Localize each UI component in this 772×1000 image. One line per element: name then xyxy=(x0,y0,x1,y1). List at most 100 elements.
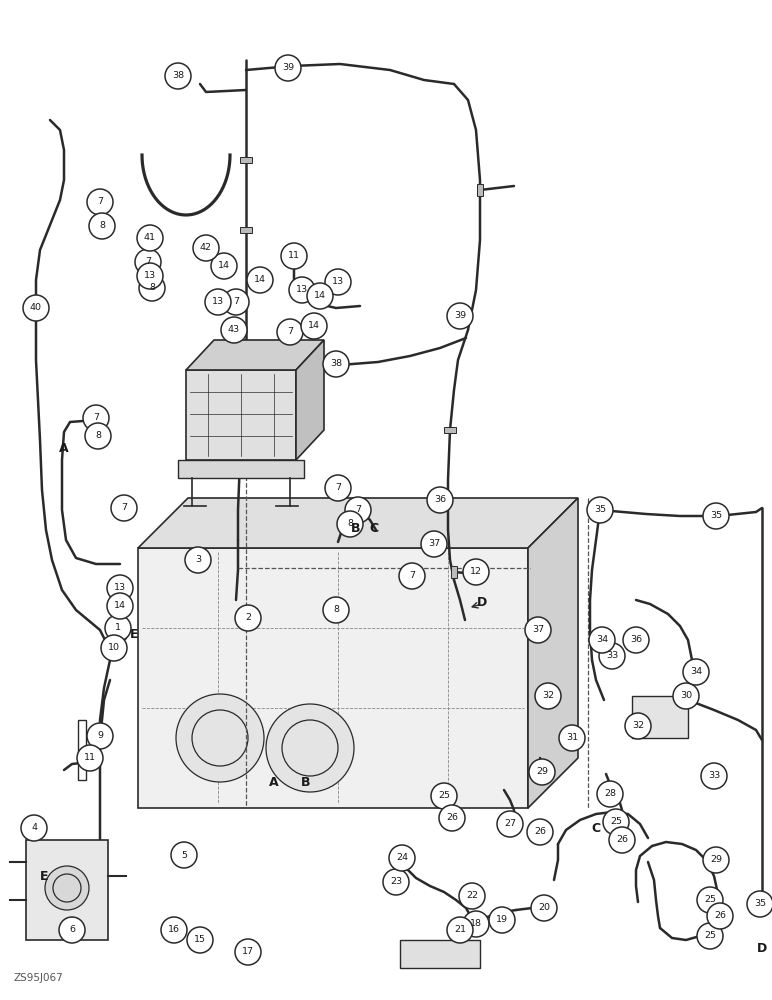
Circle shape xyxy=(399,563,425,589)
Text: 26: 26 xyxy=(446,814,458,822)
Circle shape xyxy=(459,883,485,909)
Circle shape xyxy=(107,593,133,619)
Circle shape xyxy=(703,503,729,529)
Circle shape xyxy=(389,845,415,871)
Circle shape xyxy=(323,351,349,377)
Text: E: E xyxy=(130,628,138,641)
Circle shape xyxy=(77,745,103,771)
Text: 4: 4 xyxy=(31,824,37,832)
Text: 37: 37 xyxy=(428,540,440,548)
Text: 38: 38 xyxy=(172,72,184,81)
Text: D: D xyxy=(757,942,767,954)
Text: 26: 26 xyxy=(534,828,546,836)
Text: 18: 18 xyxy=(470,920,482,928)
Text: 32: 32 xyxy=(632,722,644,730)
Circle shape xyxy=(187,927,213,953)
Circle shape xyxy=(535,683,561,709)
Text: 11: 11 xyxy=(84,754,96,762)
Circle shape xyxy=(137,225,163,251)
Text: 35: 35 xyxy=(754,900,766,908)
Text: 14: 14 xyxy=(254,275,266,284)
Text: 21: 21 xyxy=(454,926,466,934)
Text: 3: 3 xyxy=(195,556,201,564)
Text: 7: 7 xyxy=(287,328,293,336)
Circle shape xyxy=(323,597,349,623)
Text: 13: 13 xyxy=(114,584,126,592)
Circle shape xyxy=(697,887,723,913)
Text: 12: 12 xyxy=(470,568,482,576)
Text: 33: 33 xyxy=(606,652,618,660)
Text: C: C xyxy=(370,522,378,534)
Text: 8: 8 xyxy=(149,284,155,292)
FancyBboxPatch shape xyxy=(400,940,480,968)
Circle shape xyxy=(87,723,113,749)
Text: 34: 34 xyxy=(690,668,702,676)
Circle shape xyxy=(45,866,89,910)
Circle shape xyxy=(282,720,338,776)
Text: 25: 25 xyxy=(704,896,716,904)
Text: 24: 24 xyxy=(396,854,408,862)
Text: 13: 13 xyxy=(212,298,224,306)
Circle shape xyxy=(707,903,733,929)
Text: A: A xyxy=(59,442,69,454)
Text: 30: 30 xyxy=(680,692,692,700)
Text: 26: 26 xyxy=(714,912,726,920)
Circle shape xyxy=(289,277,315,303)
Circle shape xyxy=(205,289,231,315)
Text: 7: 7 xyxy=(93,414,99,422)
Circle shape xyxy=(531,895,557,921)
Text: 7: 7 xyxy=(233,298,239,306)
Polygon shape xyxy=(138,498,578,548)
Text: 25: 25 xyxy=(704,932,716,940)
Text: 7: 7 xyxy=(121,504,127,512)
Circle shape xyxy=(337,511,363,537)
FancyBboxPatch shape xyxy=(178,460,304,478)
Text: 39: 39 xyxy=(454,312,466,320)
Circle shape xyxy=(223,289,249,315)
Text: 25: 25 xyxy=(438,792,450,800)
Circle shape xyxy=(161,917,187,943)
Circle shape xyxy=(21,815,47,841)
Text: 7: 7 xyxy=(335,484,341,492)
Circle shape xyxy=(111,495,137,521)
Text: 42: 42 xyxy=(200,243,212,252)
Text: 11: 11 xyxy=(288,251,300,260)
Bar xyxy=(444,427,456,433)
Text: 28: 28 xyxy=(604,790,616,798)
Text: 35: 35 xyxy=(594,506,606,514)
Text: 26: 26 xyxy=(616,836,628,844)
Circle shape xyxy=(135,249,161,275)
Text: 8: 8 xyxy=(99,222,105,231)
Text: 13: 13 xyxy=(296,286,308,294)
Text: 8: 8 xyxy=(333,605,339,614)
Circle shape xyxy=(107,575,133,601)
Text: 7: 7 xyxy=(145,257,151,266)
Circle shape xyxy=(597,781,623,807)
Text: 20: 20 xyxy=(538,904,550,912)
Text: 16: 16 xyxy=(168,926,180,934)
FancyBboxPatch shape xyxy=(26,840,108,940)
Text: 2: 2 xyxy=(245,613,251,622)
Circle shape xyxy=(105,615,131,641)
Text: 14: 14 xyxy=(314,292,326,300)
Text: 1: 1 xyxy=(115,624,121,633)
Text: 29: 29 xyxy=(536,768,548,776)
Circle shape xyxy=(87,189,113,215)
Text: D: D xyxy=(477,595,487,608)
Circle shape xyxy=(275,55,301,81)
Circle shape xyxy=(673,683,699,709)
Circle shape xyxy=(625,713,651,739)
Polygon shape xyxy=(296,340,324,460)
Text: 7: 7 xyxy=(97,198,103,207)
Text: 17: 17 xyxy=(242,948,254,956)
Text: 43: 43 xyxy=(228,326,240,334)
Circle shape xyxy=(383,869,409,895)
Text: 35: 35 xyxy=(710,512,722,520)
Circle shape xyxy=(497,811,523,837)
Text: 6: 6 xyxy=(69,926,75,934)
Circle shape xyxy=(101,635,127,661)
Circle shape xyxy=(59,917,85,943)
Circle shape xyxy=(463,911,489,937)
Circle shape xyxy=(527,819,553,845)
Text: C: C xyxy=(591,822,601,834)
